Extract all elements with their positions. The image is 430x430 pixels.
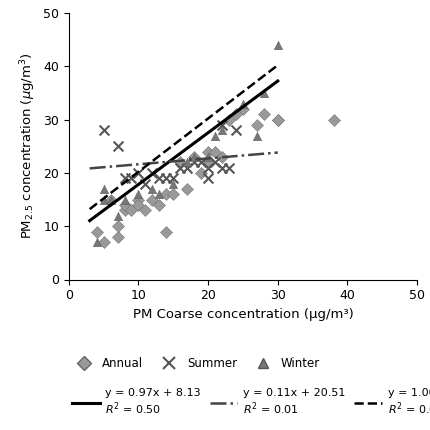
X-axis label: PM Coarse concentration (μg/m³): PM Coarse concentration (μg/m³) <box>132 308 353 321</box>
Point <box>100 185 107 192</box>
Point <box>191 159 198 166</box>
Point <box>149 196 156 203</box>
Point <box>170 175 177 181</box>
Point <box>156 201 163 208</box>
Point <box>135 169 142 176</box>
Point <box>240 105 246 112</box>
Point <box>261 89 267 96</box>
Point <box>205 159 212 166</box>
Point <box>107 196 114 203</box>
Y-axis label: PM$_{2.5}$ concentration ($\mu$g/m$^3$): PM$_{2.5}$ concentration ($\mu$g/m$^3$) <box>18 53 37 240</box>
Point <box>149 169 156 176</box>
Point <box>100 127 107 134</box>
Point <box>253 132 260 139</box>
Point <box>205 148 212 155</box>
Point <box>163 191 170 198</box>
Point <box>198 159 205 166</box>
Point <box>135 191 142 198</box>
Point <box>212 132 218 139</box>
Point <box>226 116 233 123</box>
Point <box>233 111 240 118</box>
Legend: y = 0.97x + 8.13
$R^2$ = 0.50, y = 0.11x + 20.51
$R^2$ = 0.01, y = 1.00x + 10.20: y = 0.97x + 8.13 $R^2$ = 0.50, y = 0.11x… <box>68 384 430 422</box>
Point <box>114 143 121 150</box>
Point <box>114 212 121 219</box>
Point <box>218 164 225 171</box>
Point <box>128 207 135 214</box>
Point <box>177 164 184 171</box>
Point <box>212 159 218 166</box>
Point <box>274 41 281 48</box>
Point <box>205 154 212 160</box>
Point <box>198 169 205 176</box>
Point <box>184 164 190 171</box>
Point <box>156 175 163 181</box>
Point <box>142 207 149 214</box>
Point <box>121 175 128 181</box>
Point <box>93 239 100 246</box>
Point <box>163 228 170 235</box>
Point <box>253 121 260 128</box>
Point <box>107 196 114 203</box>
Point <box>226 164 233 171</box>
Point <box>121 196 128 203</box>
Point <box>142 180 149 187</box>
Point <box>212 148 218 155</box>
Point <box>274 116 281 123</box>
Point <box>191 154 198 160</box>
Point <box>205 164 212 171</box>
Point <box>100 196 107 203</box>
Point <box>330 116 337 123</box>
Point <box>233 127 240 134</box>
Point <box>177 159 184 166</box>
Point <box>274 116 281 123</box>
Point <box>114 223 121 230</box>
Point <box>93 228 100 235</box>
Point <box>114 233 121 240</box>
Point <box>121 207 128 214</box>
Point <box>170 191 177 198</box>
Point <box>218 127 225 134</box>
Point <box>205 175 212 181</box>
Point <box>100 239 107 246</box>
Point <box>163 175 170 181</box>
Point <box>218 121 225 128</box>
Point <box>128 175 135 181</box>
Point <box>184 185 190 192</box>
Point <box>184 159 190 166</box>
Point <box>121 201 128 208</box>
Point <box>191 154 198 160</box>
Point <box>170 180 177 187</box>
Point <box>240 100 246 107</box>
Point <box>135 196 142 203</box>
Point <box>149 185 156 192</box>
Point <box>156 191 163 198</box>
Point <box>261 111 267 118</box>
Point <box>218 154 225 160</box>
Point <box>135 201 142 208</box>
